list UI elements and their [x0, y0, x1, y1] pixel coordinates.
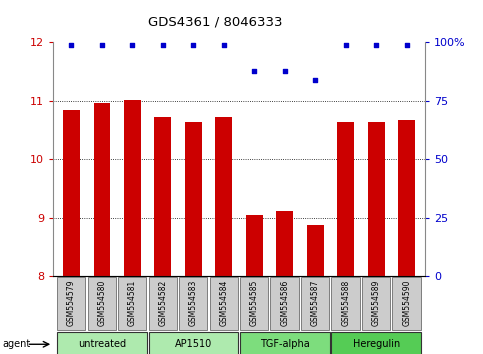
Point	[128, 42, 136, 48]
Bar	[94, 103, 110, 276]
Bar	[124, 100, 141, 276]
Bar	[398, 120, 415, 276]
Point	[342, 42, 350, 48]
Bar	[57, 332, 147, 354]
Text: GSM554586: GSM554586	[280, 279, 289, 326]
Text: GDS4361 / 8046333: GDS4361 / 8046333	[148, 16, 282, 29]
Text: GSM554581: GSM554581	[128, 279, 137, 326]
Bar	[307, 225, 324, 276]
Bar	[87, 277, 116, 330]
Bar	[246, 215, 263, 276]
Point	[159, 42, 167, 48]
Bar	[210, 277, 238, 330]
Text: GSM554587: GSM554587	[311, 279, 320, 326]
Bar	[149, 277, 177, 330]
Bar	[331, 332, 421, 354]
Bar	[185, 122, 202, 276]
Point	[251, 68, 258, 73]
Text: GSM554588: GSM554588	[341, 279, 350, 326]
Bar	[179, 277, 207, 330]
Text: GSM554580: GSM554580	[98, 279, 106, 326]
Text: GSM554585: GSM554585	[250, 279, 259, 326]
Text: GSM554590: GSM554590	[402, 279, 411, 326]
Text: GSM554583: GSM554583	[189, 279, 198, 326]
Bar	[392, 277, 421, 330]
Point	[98, 42, 106, 48]
Bar	[118, 277, 146, 330]
Text: GSM554584: GSM554584	[219, 279, 228, 326]
Bar	[155, 117, 171, 276]
Point	[281, 68, 289, 73]
Point	[312, 77, 319, 83]
Bar	[240, 332, 329, 354]
Text: AP1510: AP1510	[175, 339, 212, 349]
Text: Heregulin: Heregulin	[353, 339, 400, 349]
Bar	[276, 211, 293, 276]
Bar	[270, 277, 299, 330]
Point	[189, 42, 197, 48]
Text: GSM554579: GSM554579	[67, 279, 76, 326]
Bar	[301, 277, 329, 330]
Bar	[240, 277, 269, 330]
Bar	[63, 110, 80, 276]
Text: GSM554582: GSM554582	[158, 279, 168, 326]
Text: agent: agent	[2, 339, 30, 349]
Bar	[368, 122, 384, 276]
Bar	[149, 332, 238, 354]
Point	[220, 42, 227, 48]
Point	[68, 42, 75, 48]
Point	[403, 42, 411, 48]
Bar	[362, 277, 390, 330]
Point	[372, 42, 380, 48]
Bar	[338, 122, 354, 276]
Text: GSM554589: GSM554589	[372, 279, 381, 326]
Bar	[215, 117, 232, 276]
Bar	[57, 277, 85, 330]
Text: untreated: untreated	[78, 339, 126, 349]
Text: TGF-alpha: TGF-alpha	[260, 339, 310, 349]
Bar	[331, 277, 360, 330]
